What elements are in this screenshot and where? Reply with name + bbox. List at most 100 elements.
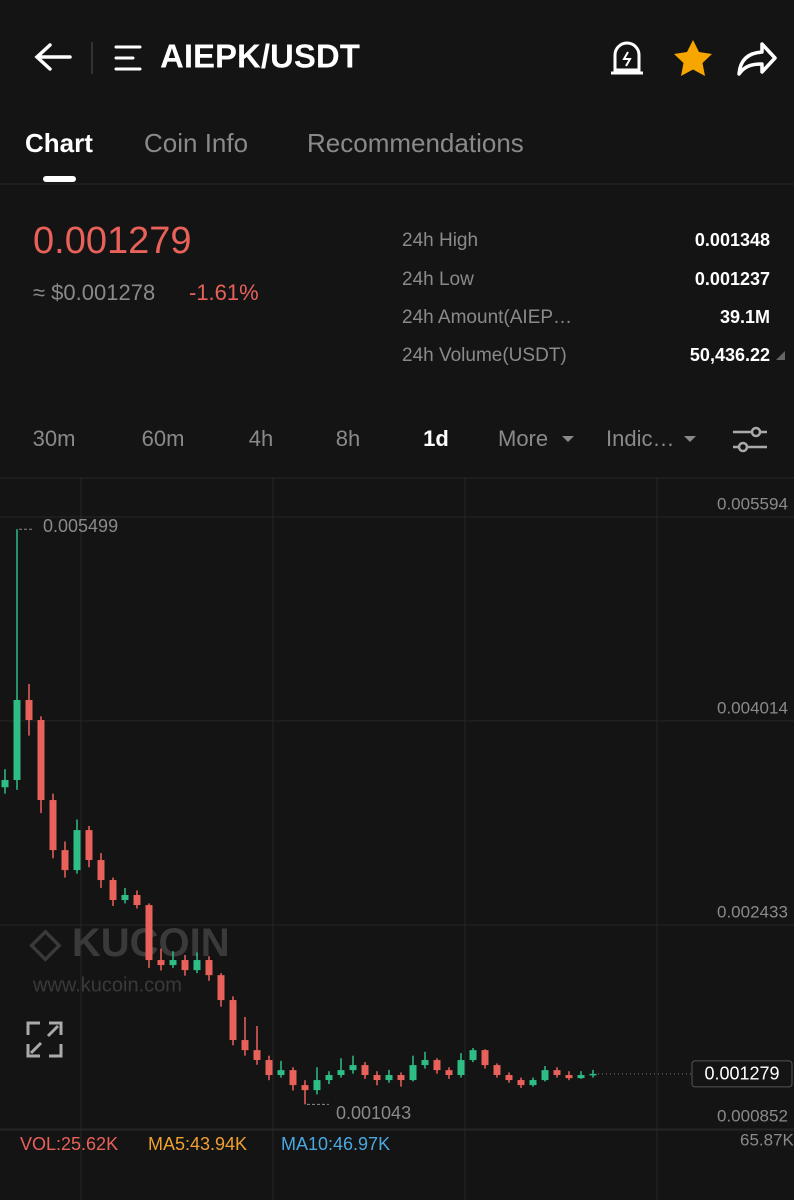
stat-value: 0.001237: [695, 269, 770, 289]
last-price: 0.001279: [33, 220, 192, 262]
stat-label: 24h Amount(AIEP…: [402, 307, 572, 328]
tab[interactable]: Recommendations: [307, 128, 524, 158]
candle-body: [541, 1070, 549, 1081]
y-tick-label: 0.004014: [717, 698, 788, 717]
menu-button[interactable]: [114, 45, 142, 71]
candle-body: [481, 1050, 489, 1066]
candle-body: [109, 880, 117, 901]
candle-body: [301, 1085, 309, 1091]
candle-body: [229, 1000, 237, 1041]
candle-body: [457, 1060, 465, 1076]
candle-body: [37, 720, 45, 801]
candle-body: [385, 1075, 393, 1081]
candle-body: [73, 830, 81, 871]
stat-value: 0.001348: [695, 230, 770, 250]
candle-body: [409, 1065, 417, 1081]
stat-value: 39.1M: [720, 307, 770, 327]
candle-body: [325, 1075, 333, 1081]
ma5-label: MA5:43.94K: [148, 1134, 247, 1154]
last-price-box: [691, 1060, 793, 1088]
candle-body: [145, 905, 153, 961]
candle-body: [397, 1075, 405, 1081]
more-menu[interactable]: More: [498, 426, 548, 451]
candle-body: [61, 850, 69, 871]
candle-body: [277, 1070, 285, 1076]
ma10-label: MA10:46.97K: [281, 1134, 390, 1154]
usd-price: ≈ $0.001278: [33, 280, 155, 305]
candle-body: [565, 1075, 573, 1079]
candle-body: [13, 700, 21, 781]
candle-body: [469, 1050, 477, 1061]
candle-body: [349, 1065, 357, 1071]
interval[interactable]: 60m: [142, 426, 185, 451]
interval[interactable]: 1d: [423, 426, 449, 451]
candle-body: [313, 1080, 321, 1091]
dropdown-arrow: [562, 436, 574, 442]
candle-body: [121, 895, 129, 901]
min-price-label: 0.001043: [336, 1103, 411, 1123]
stat-label: 24h Low: [402, 269, 474, 290]
back-button[interactable]: [34, 43, 72, 71]
max-price-label: 0.005499: [43, 516, 118, 536]
candle-body: [133, 895, 141, 906]
candle-body: [433, 1060, 441, 1071]
alert-button[interactable]: [611, 41, 643, 75]
y-tick-label: 0.002433: [717, 902, 788, 921]
pair-title: AIEPK/USDT: [160, 38, 360, 75]
candle-body: [337, 1070, 345, 1076]
candle-body: [289, 1070, 297, 1086]
last-price-tag: 0.001279: [704, 1064, 779, 1084]
candle-body: [529, 1080, 537, 1086]
candle-body: [85, 830, 93, 861]
interval[interactable]: 30m: [33, 426, 76, 451]
candle-body: [181, 960, 189, 971]
share-button[interactable]: [737, 42, 777, 76]
candle-body: [553, 1070, 561, 1076]
fullscreen-button[interactable]: [26, 1021, 63, 1058]
volume-label: VOL:25.62K: [20, 1134, 118, 1154]
candle-body: [157, 960, 165, 966]
tab[interactable]: Coin Info: [144, 128, 248, 158]
candle-body: [25, 700, 33, 721]
candle-body: [1, 780, 9, 788]
indicator-menu[interactable]: Indic…: [606, 426, 674, 451]
candle-body: [505, 1075, 513, 1081]
volume-axis-label: 65.87K: [740, 1130, 794, 1149]
corner-triangle: [776, 351, 785, 360]
candle-body: [517, 1080, 525, 1086]
candle-body: [205, 960, 213, 976]
y-tick-label: 0.000852: [717, 1106, 788, 1125]
candle-body: [193, 960, 201, 971]
candle-body: [253, 1050, 261, 1061]
candle-body: [361, 1065, 369, 1076]
tab-indicator: [43, 176, 76, 182]
stat-label: 24h High: [402, 230, 478, 251]
candle-body: [169, 960, 177, 966]
watermark: ◇ KUCOIN: [29, 921, 230, 965]
candle-body: [241, 1040, 249, 1051]
favorite-button[interactable]: [674, 40, 712, 76]
price-change: -1.61%: [189, 280, 259, 305]
candle-body: [217, 975, 225, 1001]
candle-body: [265, 1060, 273, 1076]
y-tick-label: 0.005594: [717, 495, 788, 514]
tab[interactable]: Chart: [25, 128, 93, 158]
settings-button[interactable]: [733, 426, 767, 453]
watermark-url: www.kucoin.com: [32, 974, 182, 996]
candle-body: [493, 1065, 501, 1076]
vertical-grid: [80, 478, 658, 1200]
candle-body: [421, 1060, 429, 1066]
candle-body: [373, 1075, 381, 1081]
stat-value: 50,436.22: [690, 345, 770, 365]
candle-body: [577, 1075, 585, 1079]
candle-body: [97, 860, 105, 881]
dropdown-arrow: [684, 436, 696, 442]
interval[interactable]: 8h: [336, 426, 360, 451]
candle-body: [445, 1070, 453, 1076]
interval[interactable]: 4h: [249, 426, 273, 451]
candle-body: [589, 1073, 597, 1076]
stat-label: 24h Volume(USDT): [402, 345, 567, 366]
